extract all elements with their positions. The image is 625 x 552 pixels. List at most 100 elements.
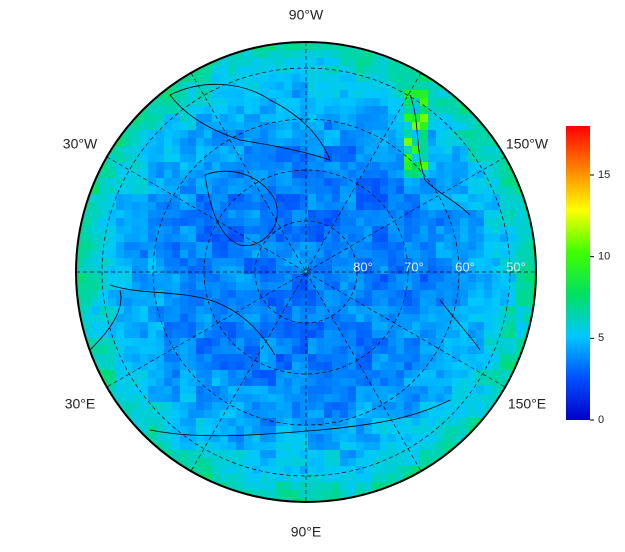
map-cell [188,130,197,139]
map-cell [204,394,213,403]
map-cell [212,458,221,467]
map-cell [132,226,141,235]
map-cell [444,138,453,147]
map-cell [236,314,245,323]
map-cell [84,258,93,267]
map-cell [236,362,245,371]
map-cell [148,322,157,331]
map-cell [356,418,365,427]
map-cell [484,250,493,259]
map-cell [316,114,325,123]
map-cell [156,314,165,323]
map-cell [276,482,285,491]
map-cell [324,266,333,275]
map-cell [380,314,389,323]
map-cell [268,354,277,363]
map-cell [412,426,421,435]
map-cell [276,290,285,299]
map-cell [380,466,389,475]
map-cell [196,402,205,411]
map-cell [404,370,413,379]
map-cell [276,274,285,283]
map-cell [396,114,405,123]
map-cell [204,330,213,339]
map-cell [228,74,237,83]
map-cell [500,330,509,339]
map-cell [188,74,197,83]
map-cell [340,170,349,179]
map-cell [236,90,245,99]
map-cell [172,386,181,395]
map-cell [284,442,293,451]
map-cell [380,458,389,467]
map-cell [172,370,181,379]
map-cell [516,338,525,347]
map-cell [164,178,173,187]
map-cell [372,138,381,147]
map-cell [204,346,213,355]
map-cell [484,378,493,387]
map-cell [356,234,365,243]
map-cell [156,394,165,403]
map-cell [268,114,277,123]
map-cell [260,466,269,475]
map-cell [444,426,453,435]
map-cell [228,170,237,179]
map-cell [356,66,365,75]
map-cell [372,82,381,91]
map-cell [252,210,261,219]
map-cell [204,282,213,291]
map-cell [420,426,429,435]
map-cell [284,298,293,307]
map-cell [532,290,536,299]
map-cell [524,306,533,315]
map-cell [500,170,509,179]
map-cell [388,202,397,211]
map-cell [172,274,181,283]
map-cell [252,418,261,427]
map-cell [188,154,197,163]
map-cell [364,426,373,435]
map-cell [116,178,125,187]
map-cell [516,330,525,339]
map-cell [524,282,533,291]
map-cell [444,282,453,291]
map-cell [204,266,213,275]
map-cell [268,90,277,99]
map-cell [204,386,213,395]
map-cell [212,106,221,115]
map-cell [364,138,373,147]
map-cell [300,314,309,323]
map-cell [300,122,309,131]
map-cell [420,434,429,443]
map-cell [228,114,237,123]
map-cell [364,226,373,235]
map-cell [196,170,205,179]
map-cell [460,290,469,299]
map-cell [148,154,157,163]
map-cell [196,394,205,403]
map-cell [92,306,101,315]
map-cell [268,314,277,323]
map-cell [364,154,373,163]
map-cell [388,410,397,419]
map-cell [500,242,509,251]
map-cell [292,186,301,195]
map-cell [428,418,437,427]
map-cell [180,178,189,187]
map-cell [308,346,317,355]
map-cell [188,122,197,131]
map-cell [196,186,205,195]
map-cell [204,74,213,83]
map-cell [180,194,189,203]
map-cell [420,226,429,235]
map-cell [204,130,213,139]
map-cell [332,426,341,435]
map-cell [452,210,461,219]
map-cell [452,378,461,387]
map-cell [300,66,309,75]
map-cell [308,226,317,235]
map-cell [116,266,125,275]
map-cell [348,314,357,323]
map-cell [428,258,437,267]
